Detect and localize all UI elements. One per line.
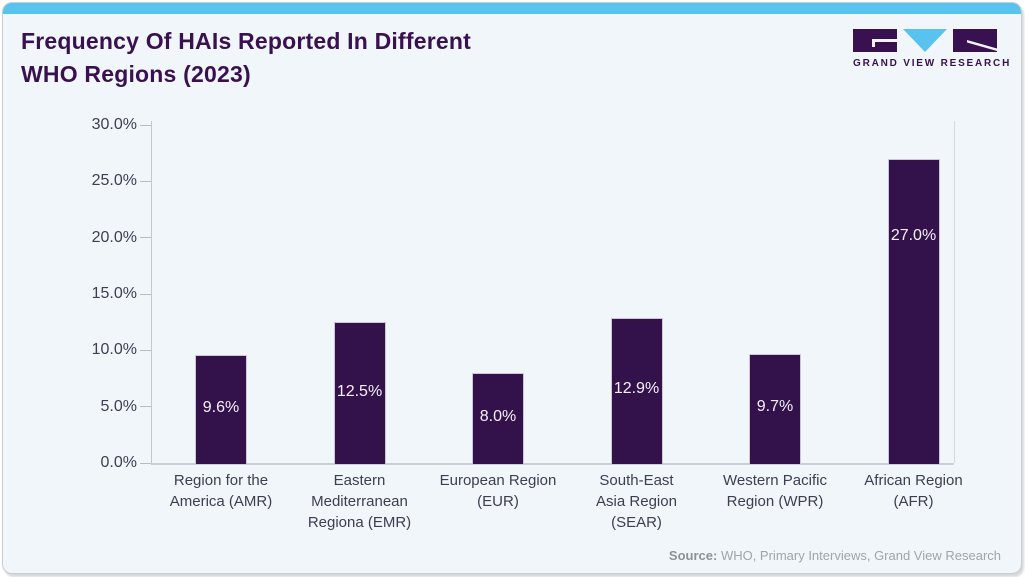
y-tick-mark bbox=[140, 293, 151, 295]
y-tick-label: 10.0% bbox=[91, 341, 137, 359]
bar-value-label: 9.6% bbox=[202, 398, 240, 416]
bar-chart: 0.0% 5.0% 10.0% 15.0% 20.0% 25.0% 30.0% 9.6% Reg… bbox=[3, 3, 1021, 573]
plot-right-border bbox=[954, 121, 955, 463]
x-category-label: South-East Asia Region (SEAR) bbox=[596, 472, 677, 531]
bar-value-label: 12.9% bbox=[613, 380, 660, 398]
y-tick-mark bbox=[140, 406, 151, 408]
bar bbox=[887, 158, 940, 464]
y-tick-mark bbox=[140, 237, 151, 239]
y-tick-mark bbox=[140, 180, 151, 182]
bar bbox=[749, 353, 801, 464]
brand-top-strip bbox=[3, 3, 1021, 14]
x-category-label: Western Pacific Region (WPR) bbox=[723, 472, 827, 510]
logo-v-triangle bbox=[903, 29, 947, 52]
source-text: WHO, Primary Interviews, Grand View Rese… bbox=[717, 548, 1001, 563]
x-category-label: Region for the America (AMR) bbox=[169, 472, 273, 510]
bar bbox=[195, 354, 247, 464]
gvr-logo-mark-icon bbox=[853, 29, 997, 52]
y-tick-mark bbox=[140, 349, 151, 351]
bar-value-label: 12.5% bbox=[336, 382, 383, 400]
x-category-label: European Region (EUR) bbox=[439, 472, 557, 510]
gvr-logo-text: GRAND VIEW RESEARCH bbox=[853, 58, 1012, 69]
gvr-logo: GRAND VIEW RESEARCH bbox=[853, 29, 1012, 69]
source-label: Source: bbox=[668, 548, 718, 563]
bar bbox=[472, 372, 524, 464]
bar-value-label: 27.0% bbox=[890, 226, 937, 244]
y-tick-label: 15.0% bbox=[91, 285, 137, 302]
x-category-label: Eastern Mediterranean Regiona (EMR) bbox=[307, 472, 412, 531]
y-axis-line bbox=[151, 121, 152, 463]
bar-value-label: 9.7% bbox=[756, 398, 794, 416]
y-tick-mark bbox=[140, 124, 151, 126]
bar bbox=[333, 322, 386, 464]
y-tick-mark bbox=[140, 462, 151, 464]
chart-title: Frequency Of HAIs Reported In Different … bbox=[21, 28, 471, 87]
y-tick-label: 25.0% bbox=[91, 172, 137, 190]
x-axis-line bbox=[151, 463, 954, 465]
y-tick-label: 0.0% bbox=[100, 454, 137, 471]
source-line: Source: WHO, Primary Interviews, Grand V… bbox=[669, 548, 1001, 563]
bar-value-label: 8.0% bbox=[479, 407, 517, 425]
y-tick-label: 5.0% bbox=[100, 397, 137, 415]
y-tick-label: 30.0% bbox=[91, 116, 137, 133]
y-tick-label: 20.0% bbox=[91, 228, 137, 246]
x-category-label: African Region (AFR) bbox=[864, 472, 963, 510]
bar bbox=[610, 317, 663, 464]
